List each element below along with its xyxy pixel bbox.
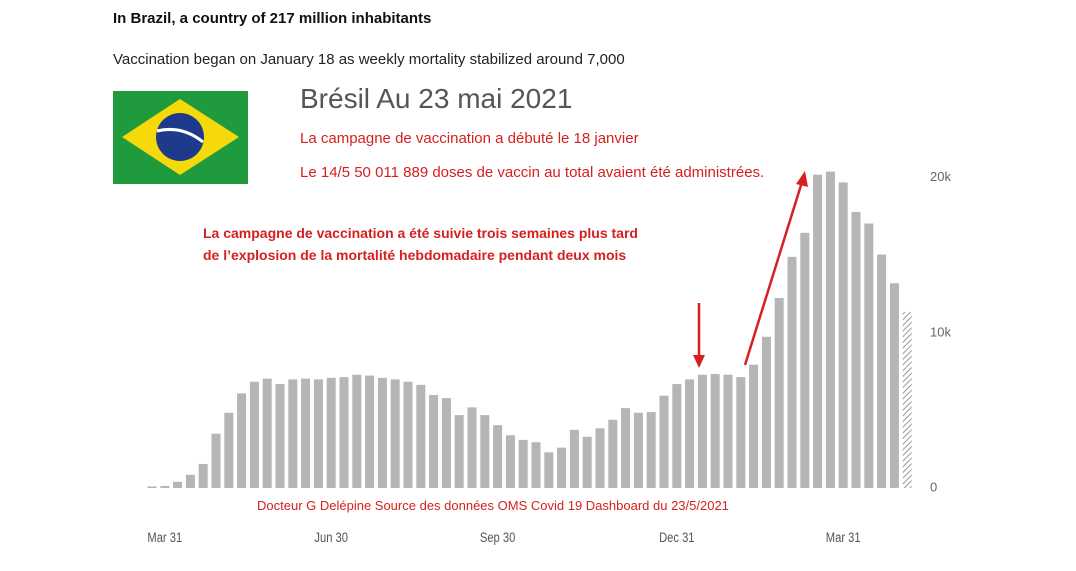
bar	[813, 174, 823, 488]
bar	[621, 408, 631, 488]
bar	[313, 379, 323, 488]
bar	[761, 336, 771, 488]
x-tick-label: Sep 30	[480, 530, 515, 545]
bar	[800, 232, 810, 488]
bar	[173, 481, 183, 488]
bar	[441, 398, 451, 488]
bar	[672, 384, 682, 488]
bar	[544, 452, 554, 488]
x-tick-label: Mar 31	[826, 530, 861, 545]
bar	[249, 381, 259, 488]
chart-subtitle: La campagne de vaccination a débuté le 1…	[300, 130, 639, 147]
bar	[851, 211, 861, 488]
bar	[377, 377, 387, 488]
bar	[403, 381, 413, 488]
bar	[185, 474, 195, 488]
bar	[326, 377, 336, 488]
x-tick-label: Jun 30	[314, 530, 348, 545]
bar	[390, 379, 400, 488]
bar	[505, 435, 515, 488]
bar	[685, 379, 695, 488]
bar	[889, 283, 899, 488]
bar	[518, 439, 528, 488]
bar	[825, 171, 835, 489]
bar	[608, 419, 618, 488]
bar	[749, 364, 759, 488]
bar	[454, 415, 464, 488]
annotation: de l’explosion de la mortalité hebdomada…	[203, 247, 626, 263]
annotation: La campagne de vaccination a été suivie …	[203, 225, 638, 241]
chart-title: Brésil Au 23 mai 2021	[300, 83, 572, 114]
bar	[864, 223, 874, 488]
x-tick-label: Dec 31	[659, 530, 694, 545]
bar	[710, 373, 720, 488]
x-tick-label: Mar 31	[147, 530, 182, 545]
bar	[646, 411, 656, 488]
bar	[237, 393, 247, 488]
bar	[633, 412, 643, 488]
heading: In Brazil, a country of 217 million inha…	[113, 10, 432, 27]
bar	[275, 384, 285, 488]
flag	[113, 91, 248, 184]
bar	[697, 374, 707, 488]
y-tick-label: 0	[930, 479, 937, 494]
bar	[211, 433, 221, 488]
bar	[569, 429, 579, 488]
bar	[723, 374, 733, 488]
chart-subtitle: Le 14/5 50 011 889 doses de vaccin au to…	[300, 164, 764, 181]
bar	[902, 311, 912, 488]
bar	[877, 254, 887, 488]
bar	[659, 395, 669, 488]
bar	[736, 377, 746, 488]
bar	[531, 442, 541, 488]
bar	[262, 378, 272, 488]
bar	[288, 379, 298, 488]
bar	[467, 407, 477, 488]
bar	[493, 425, 503, 488]
bar	[147, 486, 157, 488]
bar	[595, 428, 605, 488]
bar	[787, 256, 797, 488]
bar	[429, 394, 439, 488]
y-tick-label: 10k	[930, 324, 951, 339]
bar	[339, 377, 349, 488]
bar	[198, 463, 208, 488]
bar	[301, 378, 311, 488]
bar	[352, 374, 362, 488]
bar	[838, 182, 848, 488]
y-tick-label: 20k	[930, 169, 951, 184]
bar	[557, 447, 567, 488]
bar	[582, 436, 592, 488]
paragraph: Vaccination began on January 18 as weekl…	[113, 51, 625, 68]
bar	[416, 384, 426, 488]
bar	[365, 375, 375, 488]
bar	[224, 412, 234, 488]
bar	[774, 297, 784, 488]
source: Docteur G Delépine Source des données OM…	[257, 498, 729, 513]
arrows	[693, 171, 808, 368]
bar	[160, 485, 170, 488]
bar	[480, 415, 490, 488]
